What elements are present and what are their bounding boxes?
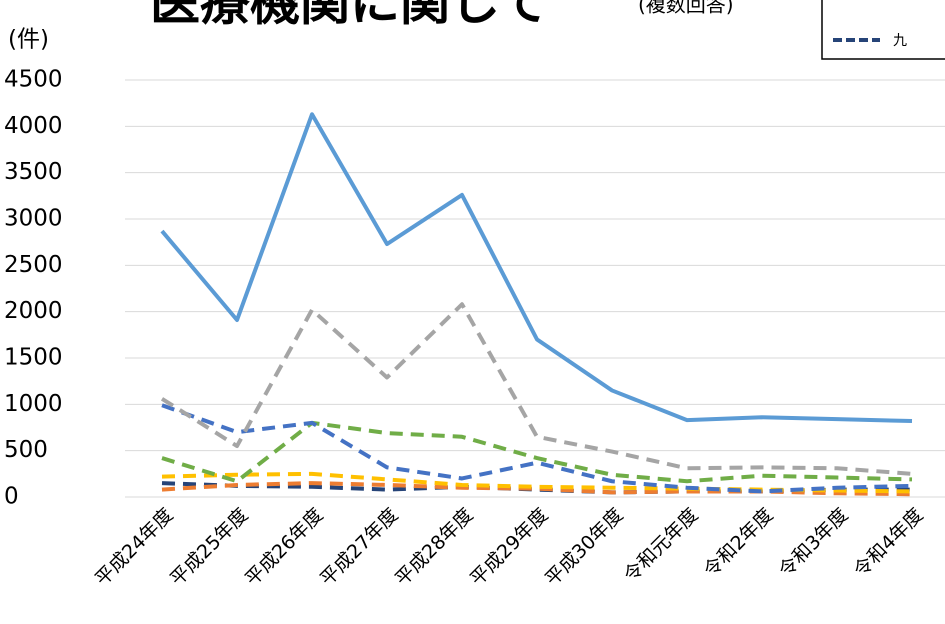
y-tick-label: 2000 <box>4 298 63 324</box>
chart-title: 医療機関に関して <box>150 0 549 32</box>
series-line <box>160 112 913 424</box>
x-tick-label: 平成30年度 <box>541 504 627 590</box>
x-tick-label: 平成29年度 <box>466 504 552 590</box>
y-tick-label: 500 <box>4 437 48 463</box>
y-axis-label: (件) <box>8 27 49 53</box>
y-tick-label: 0 <box>4 484 19 510</box>
chart-subtitle: (複数回答) <box>638 0 734 17</box>
x-tick-label: 令和3年度 <box>775 504 853 582</box>
x-tick-label: 令和4年度 <box>850 504 928 582</box>
y-tick-label: 4500 <box>4 67 63 93</box>
y-tick-label: 2500 <box>4 252 63 278</box>
series-line <box>161 403 913 494</box>
legend-box <box>821 0 945 60</box>
x-tick-label: 平成24年度 <box>91 504 177 590</box>
x-tick-label: 平成25年度 <box>166 504 252 590</box>
y-tick-label: 1500 <box>4 345 63 371</box>
x-tick-label: 平成28年度 <box>391 504 477 590</box>
x-tick-label: 平成27年度 <box>316 504 402 590</box>
series-line <box>160 302 913 476</box>
x-tick-label: 令和元年度 <box>620 504 703 587</box>
x-tick-label: 平成26年度 <box>241 504 327 590</box>
y-tick-label: 1000 <box>4 391 63 417</box>
y-tick-label: 3500 <box>4 159 63 185</box>
series-line <box>161 420 913 484</box>
x-tick-label: 令和2年度 <box>700 504 778 582</box>
legend-label: 九 <box>893 33 907 49</box>
y-tick-label: 4000 <box>4 113 63 139</box>
y-tick-label: 3000 <box>4 206 63 232</box>
